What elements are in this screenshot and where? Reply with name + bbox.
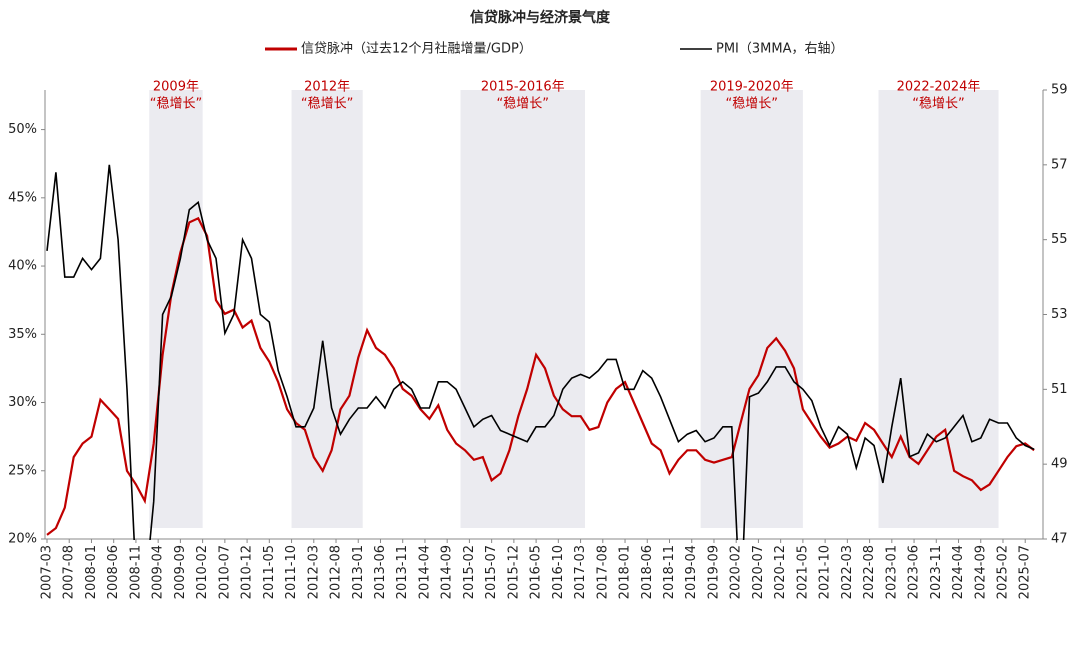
x-tick-label: 2016-05 bbox=[529, 545, 544, 599]
x-tick-label: 2008-06 bbox=[106, 545, 121, 599]
x-tick-label: 2010-07 bbox=[217, 545, 232, 599]
x-tick-label: 2014-04 bbox=[417, 545, 432, 599]
x-tick-label: 2015-12 bbox=[506, 545, 521, 599]
x-tick-label: 2012-03 bbox=[306, 545, 321, 599]
x-tick-label: 2015-07 bbox=[484, 545, 499, 599]
period-label: “稳增长” bbox=[726, 96, 778, 112]
x-tick-label: 2011-05 bbox=[262, 545, 277, 599]
period-label: “稳增长” bbox=[301, 96, 353, 112]
period-label: 2015-2016年 bbox=[481, 80, 565, 95]
y-tick-label: 35% bbox=[8, 327, 37, 342]
period-label: “稳增长” bbox=[150, 96, 202, 112]
period-label: 2012年 bbox=[304, 80, 350, 95]
y2-tick-label: 59 bbox=[1051, 83, 1068, 98]
x-tick-label: 2025-07 bbox=[1018, 545, 1033, 599]
x-tick-label: 2017-03 bbox=[573, 545, 588, 599]
x-tick-label: 2018-01 bbox=[618, 545, 633, 599]
y-tick-label: 30% bbox=[8, 395, 37, 410]
period-label: “稳增长” bbox=[912, 96, 964, 112]
x-tick-label: 2024-09 bbox=[973, 545, 988, 599]
x-tick-label: 2022-03 bbox=[840, 545, 855, 599]
x-tick-label: 2022-08 bbox=[862, 545, 877, 599]
period-label: 2019-2020年 bbox=[710, 80, 794, 95]
chart-title: 信贷脉冲与经济景气度 bbox=[470, 9, 611, 26]
x-tick-label: 2008-01 bbox=[84, 545, 99, 599]
x-tick-label: 2018-11 bbox=[662, 545, 677, 599]
x-tick-label: 2021-10 bbox=[818, 545, 833, 599]
period-label: 2022-2024年 bbox=[897, 80, 981, 95]
x-tick-label: 2013-11 bbox=[395, 545, 410, 599]
shaded-period bbox=[460, 90, 586, 528]
legend-label: 信贷脉冲（过去12个月社融增量/GDP） bbox=[301, 41, 532, 57]
y2-tick-label: 55 bbox=[1051, 232, 1068, 247]
legend-label: PMI（3MMA，右轴） bbox=[716, 42, 844, 57]
series-line bbox=[46, 164, 1035, 540]
x-tick-label: 2019-09 bbox=[706, 545, 721, 599]
period-label: “稳增长” bbox=[497, 96, 549, 112]
y-tick-label: 40% bbox=[8, 259, 37, 274]
y-tick-label: 45% bbox=[8, 190, 37, 205]
x-tick-label: 2019-04 bbox=[684, 545, 699, 599]
x-tick-label: 2009-04 bbox=[151, 545, 166, 599]
x-tick-label: 2013-06 bbox=[373, 545, 388, 599]
y-tick-label: 25% bbox=[8, 463, 37, 478]
shaded-period bbox=[878, 90, 999, 528]
x-tick-label: 2010-12 bbox=[240, 545, 255, 599]
x-tick-label: 2017-08 bbox=[595, 545, 610, 599]
x-tick-label: 2024-04 bbox=[951, 545, 966, 599]
y2-tick-label: 49 bbox=[1051, 457, 1068, 472]
y-tick-label: 50% bbox=[8, 122, 37, 137]
x-tick-label: 2014-09 bbox=[440, 545, 455, 599]
x-tick-label: 2007-08 bbox=[62, 545, 77, 599]
x-tick-label: 2011-10 bbox=[284, 545, 299, 599]
x-tick-label: 2023-11 bbox=[929, 545, 944, 599]
period-label: 2009年 bbox=[153, 80, 199, 95]
x-tick-label: 2023-06 bbox=[907, 545, 922, 599]
x-tick-label: 2012-08 bbox=[329, 545, 344, 599]
series-line bbox=[46, 216, 1035, 536]
x-tick-label: 2009-09 bbox=[173, 545, 188, 599]
y-tick-label: 20% bbox=[8, 532, 37, 547]
x-tick-label: 2020-02 bbox=[729, 545, 744, 599]
y2-tick-label: 57 bbox=[1051, 157, 1068, 172]
x-tick-label: 2016-10 bbox=[551, 545, 566, 599]
x-tick-label: 2010-02 bbox=[195, 545, 210, 599]
shaded-period bbox=[149, 90, 203, 528]
x-tick-label: 2021-05 bbox=[795, 545, 810, 599]
y2-tick-label: 53 bbox=[1051, 307, 1068, 322]
x-tick-label: 2023-01 bbox=[884, 545, 899, 599]
shaded-period bbox=[291, 90, 363, 528]
x-tick-label: 2015-02 bbox=[462, 545, 477, 599]
x-tick-label: 2018-06 bbox=[640, 545, 655, 599]
x-tick-label: 2020-07 bbox=[751, 545, 766, 599]
x-tick-label: 2020-12 bbox=[773, 545, 788, 599]
y2-tick-label: 47 bbox=[1051, 532, 1068, 547]
y2-tick-label: 51 bbox=[1051, 382, 1068, 397]
shaded-period bbox=[700, 90, 803, 528]
x-tick-label: 2025-02 bbox=[995, 545, 1010, 599]
x-tick-label: 2008-11 bbox=[128, 545, 143, 599]
x-tick-label: 2007-03 bbox=[40, 545, 55, 599]
x-tick-label: 2013-01 bbox=[351, 545, 366, 599]
